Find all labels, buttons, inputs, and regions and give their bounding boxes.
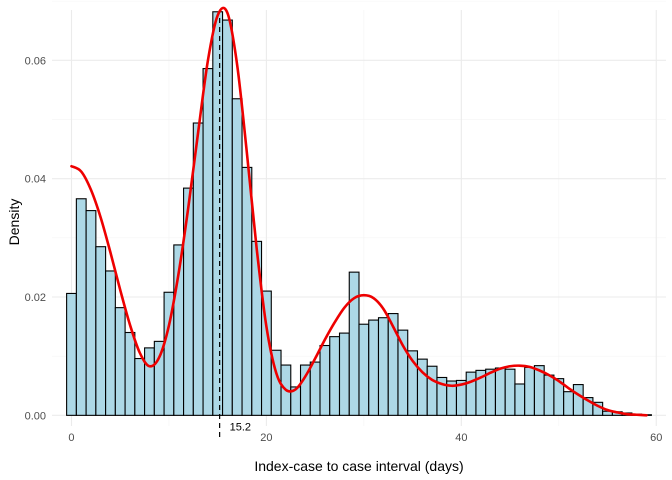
- histogram-bar: [309, 361, 321, 416]
- histogram-bar: [75, 198, 87, 416]
- vline-annotation: 15.2: [230, 421, 251, 433]
- histogram-bar: [524, 366, 535, 416]
- x-axis-tick-labels: 0 20 40 60: [68, 432, 662, 444]
- histogram-bar: [368, 319, 380, 416]
- histogram-bar: [348, 271, 360, 416]
- histogram-bar: [212, 11, 224, 416]
- histogram-bar: [426, 365, 438, 416]
- x-axis-title: Index-case to case interval (days): [254, 458, 463, 474]
- x-tick-label: 60: [650, 432, 662, 444]
- histogram-bar: [329, 336, 341, 416]
- histogram-bar: [377, 317, 389, 416]
- histogram-bar: [144, 347, 155, 416]
- histogram-bar: [114, 307, 126, 416]
- histogram-bar: [485, 368, 496, 416]
- histogram-bar: [494, 367, 506, 416]
- histogram-bar: [231, 98, 243, 416]
- histogram-bar: [465, 371, 477, 416]
- histogram-bar: [85, 210, 97, 416]
- histogram-bar: [241, 166, 253, 416]
- y-tick-label: 0.00: [25, 410, 46, 422]
- histogram-bar: [514, 383, 526, 416]
- histogram-bar: [338, 332, 350, 416]
- y-axis-tick-labels: 0.00 0.02 0.04 0.06: [25, 55, 46, 422]
- histogram-bar: [124, 331, 136, 416]
- x-tick-label: 20: [260, 432, 272, 444]
- x-tick-label: 40: [455, 432, 467, 444]
- y-tick-label: 0.04: [25, 174, 46, 186]
- histogram-bars: [66, 11, 652, 416]
- histogram-bar: [222, 19, 233, 416]
- histogram-bar: [543, 374, 555, 416]
- x-tick-label: 0: [68, 432, 74, 444]
- histogram-bar: [134, 357, 146, 416]
- histogram-bar: [66, 292, 77, 416]
- histogram-bar: [202, 68, 214, 416]
- histogram-bar: [504, 368, 516, 416]
- y-tick-label: 0.06: [25, 55, 46, 67]
- histogram-bar: [563, 391, 574, 416]
- histogram-bar: [572, 384, 584, 416]
- y-tick-label: 0.02: [25, 292, 46, 304]
- histogram-bar: [358, 323, 370, 416]
- histogram-bar: [105, 270, 116, 416]
- density-curve: [70, 6, 648, 417]
- histogram-bar: [319, 344, 331, 416]
- y-axis-title: Density: [6, 199, 22, 246]
- histogram-bar: [95, 246, 107, 416]
